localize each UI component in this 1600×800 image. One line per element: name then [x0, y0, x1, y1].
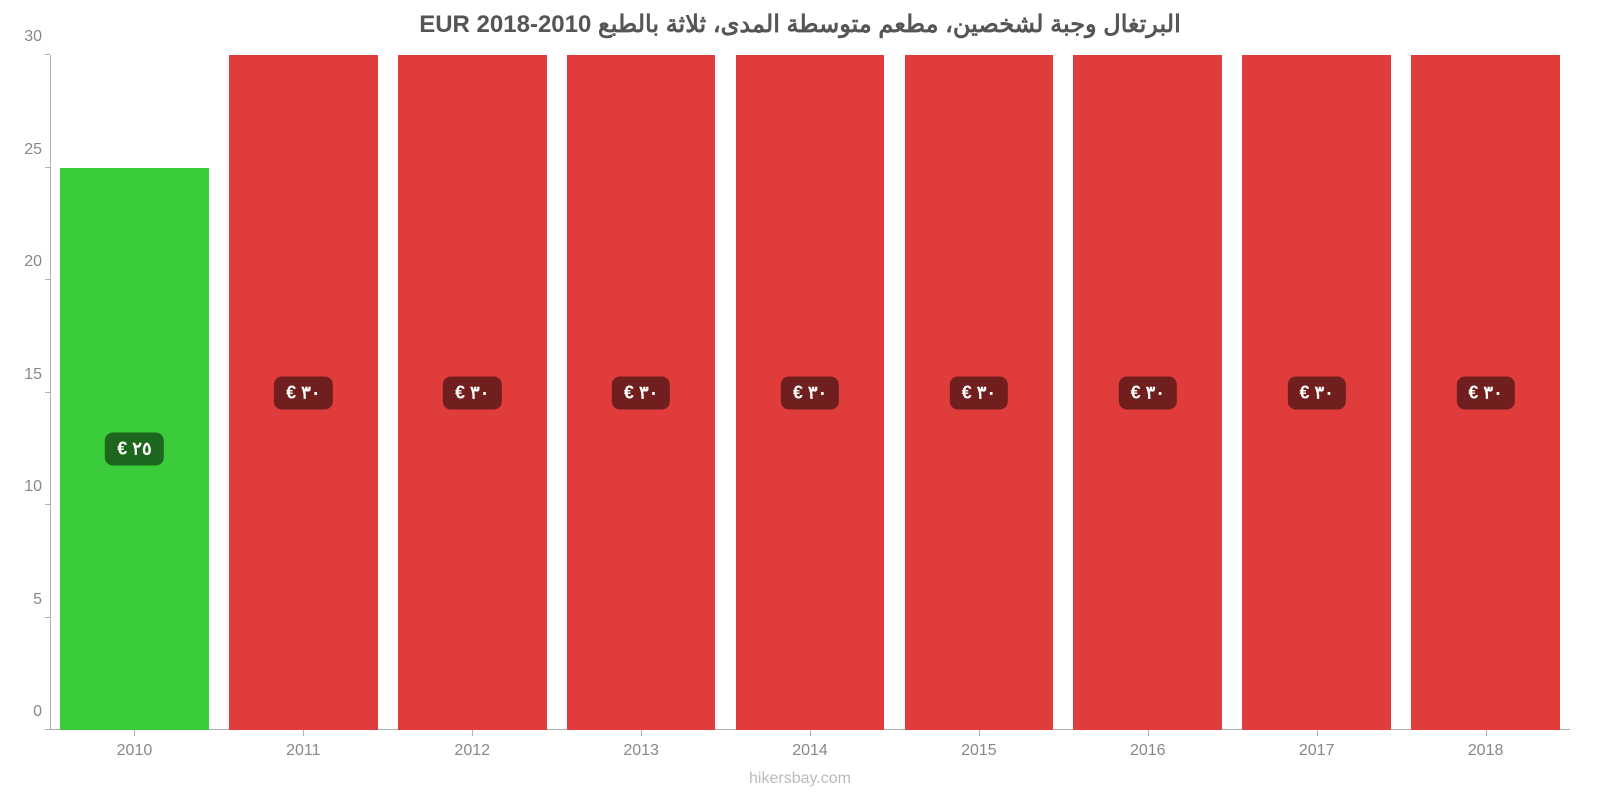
bar: ٣٠ € [1411, 55, 1560, 730]
y-tick-label: 0 [33, 703, 50, 721]
y-tick-mark [45, 504, 50, 505]
bar-value-label: ٣٠ € [1456, 376, 1514, 409]
bar-value-label: ٣٠ € [781, 376, 839, 409]
x-tick-label: 2010 [117, 730, 153, 760]
plot-area: ٢٥ €2010٣٠ €2011٣٠ €2012٣٠ €2013٣٠ €2014… [50, 55, 1570, 730]
x-tick-label: 2011 [286, 730, 320, 760]
bar: ٣٠ € [1073, 55, 1222, 730]
x-tick-label: 2015 [961, 730, 997, 760]
bar: ٣٠ € [1242, 55, 1391, 730]
bar: ٢٥ € [60, 168, 209, 731]
y-tick-label: 30 [24, 28, 50, 46]
x-tick-label: 2017 [1299, 730, 1335, 760]
y-tick-label: 15 [24, 366, 50, 384]
x-tick-label: 2014 [792, 730, 828, 760]
bar-slot: ٣٠ €2011 [219, 55, 388, 730]
chart-title: البرتغال وجبة لشخصين، مطعم متوسطة المدى،… [0, 10, 1600, 39]
bar-slot: ٣٠ €2013 [557, 55, 726, 730]
bar-value-label: ٣٠ € [274, 376, 332, 409]
bar-slot: ٣٠ €2014 [726, 55, 895, 730]
bar-value-label: ٣٠ € [1287, 376, 1345, 409]
y-tick-mark [45, 167, 50, 168]
y-tick-label: 10 [24, 478, 50, 496]
bar-slot: ٣٠ €2016 [1063, 55, 1232, 730]
bar-slot: ٣٠ €2012 [388, 55, 557, 730]
x-tick-label: 2018 [1468, 730, 1504, 760]
bar: ٣٠ € [398, 55, 547, 730]
y-tick-mark [45, 617, 50, 618]
bar: ٣٠ € [736, 55, 885, 730]
bar: ٣٠ € [229, 55, 378, 730]
bars-group: ٢٥ €2010٣٠ €2011٣٠ €2012٣٠ €2013٣٠ €2014… [50, 55, 1570, 730]
x-tick-label: 2013 [623, 730, 659, 760]
x-tick-label: 2016 [1130, 730, 1166, 760]
y-tick-mark [45, 54, 50, 55]
y-tick-mark [45, 279, 50, 280]
bar-slot: ٣٠ €2018 [1401, 55, 1570, 730]
bar: ٣٠ € [905, 55, 1054, 730]
y-tick-label: 20 [24, 253, 50, 271]
y-tick-mark [45, 729, 50, 730]
bar-value-label: ٣٠ € [950, 376, 1008, 409]
x-tick-label: 2012 [454, 730, 490, 760]
bar-value-label: ٣٠ € [612, 376, 670, 409]
bar-value-label: ٣٠ € [1119, 376, 1177, 409]
y-tick-label: 5 [33, 591, 50, 609]
chart-container: البرتغال وجبة لشخصين، مطعم متوسطة المدى،… [0, 0, 1600, 800]
y-tick-mark [45, 392, 50, 393]
y-tick-label: 25 [24, 141, 50, 159]
bar-slot: ٣٠ €2017 [1232, 55, 1401, 730]
bar: ٣٠ € [567, 55, 716, 730]
bar-slot: ٢٥ €2010 [50, 55, 219, 730]
bar-value-label: ٢٥ € [105, 432, 163, 465]
bar-slot: ٣٠ €2015 [894, 55, 1063, 730]
attribution-text: hikersbay.com [0, 770, 1600, 788]
bar-value-label: ٣٠ € [443, 376, 501, 409]
